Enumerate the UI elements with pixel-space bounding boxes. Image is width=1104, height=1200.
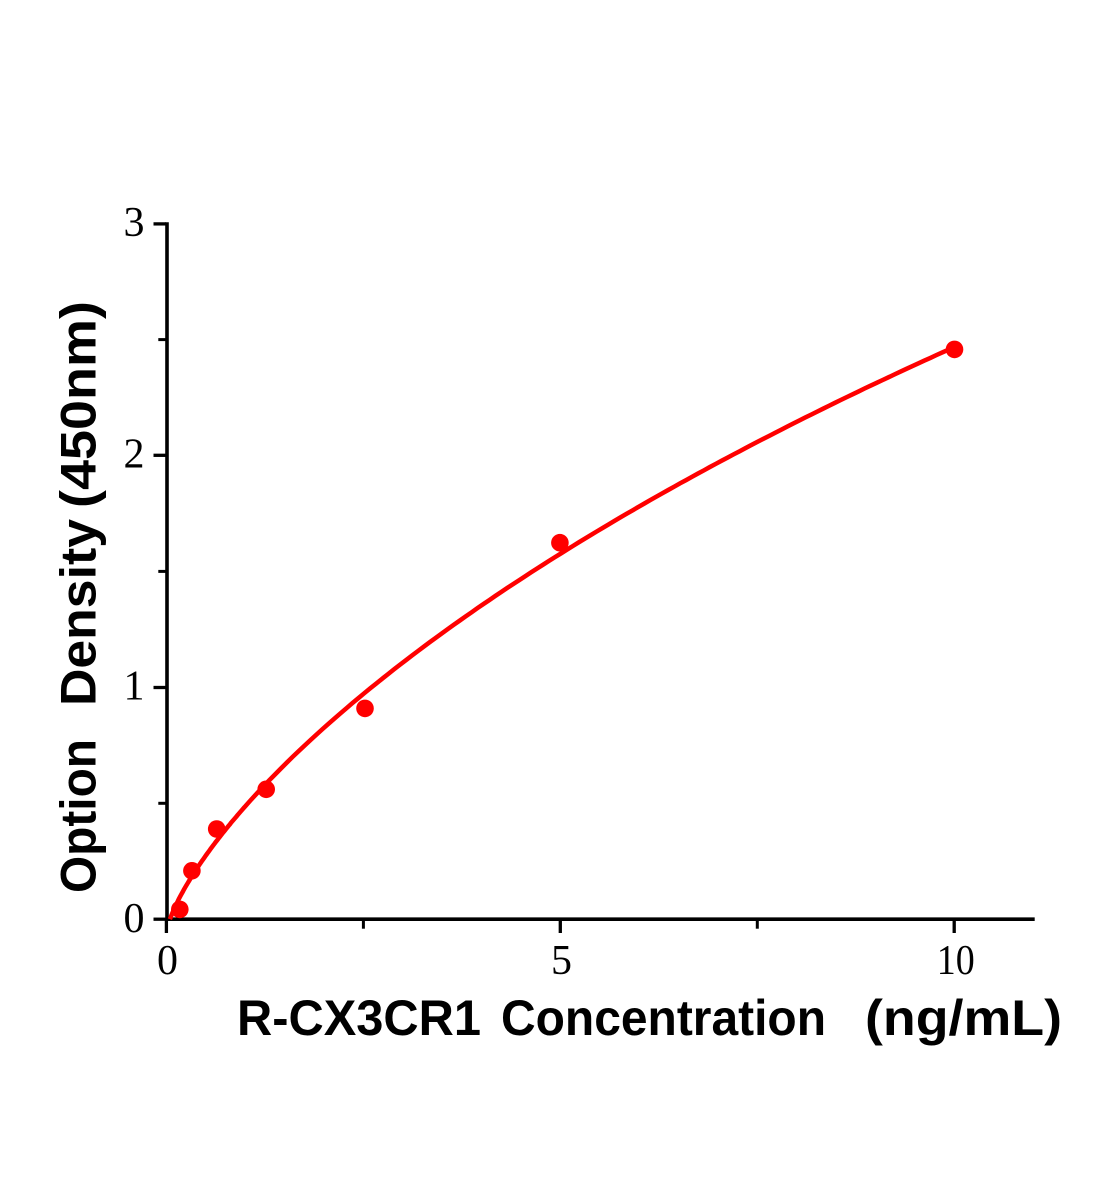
svg-text:5: 5	[551, 938, 572, 984]
svg-text:Density: Density	[51, 519, 107, 706]
svg-text:1: 1	[124, 664, 145, 710]
svg-text:0: 0	[124, 896, 145, 942]
svg-text:(450nm): (450nm)	[51, 301, 107, 508]
svg-text:0: 0	[157, 938, 178, 984]
svg-text:Concentration: Concentration	[501, 990, 826, 1046]
svg-text:2: 2	[124, 431, 145, 477]
svg-text:10: 10	[937, 938, 975, 984]
svg-text:3: 3	[124, 200, 145, 246]
svg-text:(ng/mL): (ng/mL)	[865, 990, 1062, 1046]
svg-text:Option: Option	[51, 739, 107, 893]
svg-text:R-CX3CR1: R-CX3CR1	[237, 990, 481, 1046]
